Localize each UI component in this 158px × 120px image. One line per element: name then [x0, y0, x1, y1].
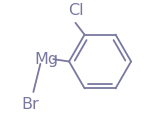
Text: Br: Br: [21, 97, 39, 112]
Text: Cl: Cl: [68, 3, 83, 18]
Text: Mg: Mg: [34, 52, 58, 67]
